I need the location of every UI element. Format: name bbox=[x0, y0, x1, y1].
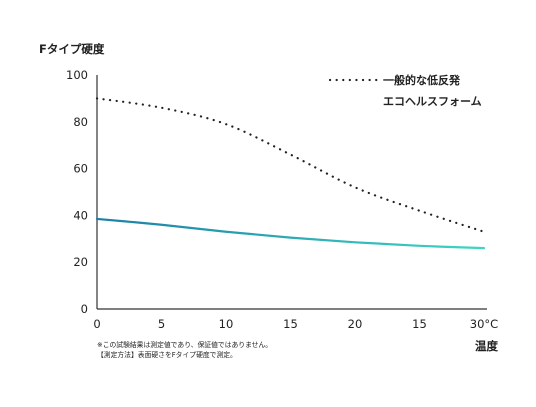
x-tick-label: 30°C bbox=[470, 317, 498, 331]
y-tick-label: 60 bbox=[73, 162, 88, 176]
series-line-eco-health-foam bbox=[95, 217, 486, 250]
y-tick-label: 0 bbox=[81, 302, 88, 316]
x-tick-label: 5 bbox=[158, 317, 165, 331]
legend-label-standard-foam: 一般的な低反発 bbox=[383, 73, 461, 87]
legend-label-eco-health-foam: エコヘルスフォーム bbox=[383, 95, 482, 108]
x-tick-label: 10 bbox=[219, 317, 234, 331]
y-axis-title: Fタイプ硬度 bbox=[39, 42, 105, 56]
y-tick-label: 80 bbox=[73, 115, 88, 129]
x-axis-title: 温度 bbox=[475, 339, 498, 353]
y-tick-label: 40 bbox=[73, 208, 88, 222]
y-tick-label: 100 bbox=[66, 68, 88, 82]
x-axis-ticks: 0 5 10 15 20 15 30°C bbox=[93, 317, 498, 331]
footnote-method: 【測定方法】表面硬さをFタイプ硬度で測定。 bbox=[97, 350, 237, 359]
x-tick-label: 20 bbox=[348, 317, 363, 331]
legend: 一般的な低反発 エコヘルスフォーム bbox=[328, 73, 482, 108]
y-tick-label: 20 bbox=[73, 255, 88, 269]
y-axis-ticks: 0 20 40 60 80 100 bbox=[66, 68, 88, 316]
x-tick-label: 0 bbox=[93, 317, 100, 331]
x-tick-label: 15 bbox=[283, 317, 298, 331]
series-line-standard-foam bbox=[95, 97, 486, 233]
footnote-disclaimer: ※この試験結果は測定値であり、保証値ではありません。 bbox=[97, 340, 272, 349]
x-tick-label: 15 bbox=[412, 317, 427, 331]
